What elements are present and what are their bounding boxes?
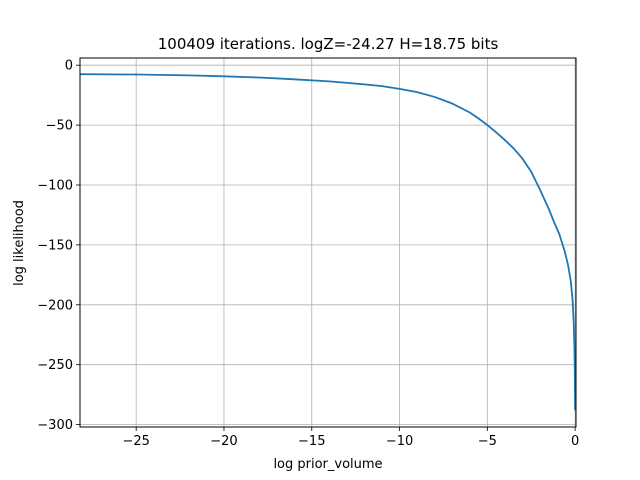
y-axis: 0 −50 −100 −150 −200 −250 −300 [37, 59, 80, 433]
x-tick-label: 0 [571, 434, 579, 449]
x-tick-label: −10 [386, 434, 413, 449]
x-tick-label: −20 [210, 434, 237, 449]
y-tick-label: −300 [37, 418, 73, 433]
grid [80, 58, 576, 427]
y-axis-label: log likelihood [12, 200, 27, 286]
x-axis-label: log prior_volume [273, 457, 382, 472]
plot-background [80, 58, 576, 427]
x-tick-label: −25 [122, 434, 149, 449]
y-tick-label: −150 [37, 238, 73, 253]
y-tick-label: −100 [37, 178, 73, 193]
x-tick-label: −15 [298, 434, 325, 449]
chart-title: 100409 iterations. logZ=-24.27 H=18.75 b… [158, 35, 499, 53]
y-tick-label: −200 [37, 298, 73, 313]
y-tick-label: −250 [37, 358, 73, 373]
plot-frame [79, 57, 577, 428]
y-tick-label: −50 [46, 119, 73, 134]
y-tick-label: 0 [65, 59, 73, 74]
series-line [79, 73, 577, 411]
x-tick-label: −5 [478, 434, 497, 449]
x-axis: −25 −20 −15 −10 −5 0 [122, 427, 579, 449]
series-layer [79, 73, 577, 411]
